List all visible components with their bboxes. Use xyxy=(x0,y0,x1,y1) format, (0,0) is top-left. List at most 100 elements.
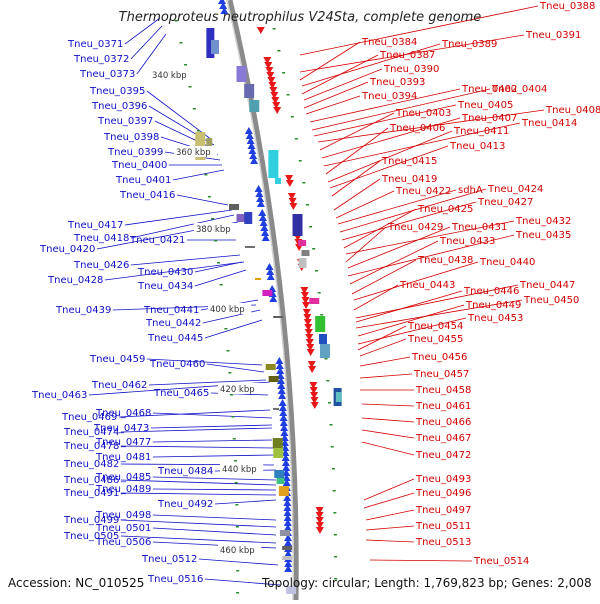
gene-arrow xyxy=(310,402,319,409)
left-gene-label: Tneu_0371 xyxy=(67,39,123,50)
gene-arrow xyxy=(306,349,315,356)
left-gene-label: Tneu_0469 xyxy=(61,412,117,423)
right-gene-label: Tneu_0427 xyxy=(477,197,533,208)
gene-arrow xyxy=(256,200,265,207)
right-leader-line xyxy=(349,240,439,285)
left-leader-line xyxy=(130,214,235,239)
left-leader-line xyxy=(150,424,273,429)
gene-function-box xyxy=(298,240,307,246)
tick-mark xyxy=(277,50,281,52)
left-gene-label: Tneu_0418 xyxy=(73,233,129,244)
gene-function-box xyxy=(274,470,285,478)
right-leader-line xyxy=(299,5,539,56)
scale-label: 340 kbp xyxy=(152,71,187,81)
tick-mark xyxy=(326,380,330,382)
gene-arrow xyxy=(284,565,293,572)
right-gene-label: Tneu_0405 xyxy=(457,100,513,111)
genome-summary-text: Topology: circular; Length: 1,769,823 bp… xyxy=(262,576,592,590)
right-gene-label: Tneu_0443 xyxy=(399,280,455,291)
left-leader-line xyxy=(124,17,161,45)
gene-arrow xyxy=(315,527,324,534)
right-gene-label: Tneu_0388 xyxy=(539,1,595,12)
tick-mark xyxy=(230,394,234,396)
gene-arrow xyxy=(263,57,272,64)
gene-arrow xyxy=(275,362,284,369)
gene-arrow xyxy=(310,392,319,399)
right-gene-label: Tneu_0467 xyxy=(415,433,471,444)
right-gene-label: Tneu_0514 xyxy=(473,556,529,567)
right-gene-label: Tneu_0404 xyxy=(491,84,547,95)
tick-mark xyxy=(234,482,238,484)
scale-label: 380 kbp xyxy=(196,225,231,235)
tick-mark xyxy=(233,460,237,462)
right-gene-label: Tneu_0450 xyxy=(523,295,579,306)
tick-mark xyxy=(315,270,319,272)
gene-arrow xyxy=(287,193,296,200)
right-gene-label: Tneu_0456 xyxy=(411,352,467,363)
right-gene-label: Tneu_0411 xyxy=(453,126,509,137)
tick-mark xyxy=(305,204,309,206)
gene-function-box xyxy=(249,100,260,112)
left-gene-labels: Tneu_0371 Tneu_0372 Tneu_0373 Tneu_0395 Tneu… xyxy=(31,39,213,585)
gene-function-box xyxy=(262,290,273,296)
right-leader-line xyxy=(361,441,415,456)
gene-arrow xyxy=(283,519,292,526)
right-gene-label: Tneu_0466 xyxy=(415,417,471,428)
left-gene-label: Tneu_0482 xyxy=(63,459,119,470)
left-leader-line xyxy=(176,194,229,206)
tick-mark xyxy=(333,534,337,536)
gene-function-box xyxy=(286,586,297,594)
tick-mark xyxy=(330,446,334,448)
right-gene-label: Tneu_0449 xyxy=(465,300,521,311)
tick-mark xyxy=(235,526,239,528)
right-gene-label: Tneu_0422 xyxy=(395,186,451,197)
scale-label-bg xyxy=(218,383,262,394)
scale-label-bg xyxy=(208,303,252,314)
right-gene-label: Tneu_0419 xyxy=(381,174,437,185)
gene-function-box xyxy=(268,150,279,178)
right-leader-line xyxy=(361,429,415,439)
right-gene-label: Tneu_0447 xyxy=(519,280,575,291)
left-gene-label: Tneu_0426 xyxy=(73,260,129,271)
right-leader-line xyxy=(331,160,381,197)
scale-label-bg xyxy=(150,69,194,80)
right-leader-line xyxy=(359,338,407,357)
gene-function-box xyxy=(272,408,279,410)
scale-label-bg xyxy=(218,544,262,555)
tick-mark xyxy=(236,592,240,594)
left-gene-label: Tneu_0373 xyxy=(79,69,135,80)
left-leader-line xyxy=(206,363,265,373)
right-leader-line xyxy=(327,130,453,183)
tick-mark xyxy=(324,358,328,360)
right-leader-line xyxy=(353,261,479,301)
gene-arrow xyxy=(246,137,255,144)
left-leader-line xyxy=(124,209,233,226)
gene-arrow xyxy=(309,387,318,394)
gene-arrow xyxy=(315,507,324,514)
gene-function-box xyxy=(319,344,330,358)
left-leader-line xyxy=(152,439,273,443)
right-gene-label: Tneu_0455 xyxy=(407,334,463,345)
left-leader-line xyxy=(120,519,277,528)
tick-mark xyxy=(331,468,335,470)
gene-arrow xyxy=(282,479,291,486)
left-gene-label: Tneu_0445 xyxy=(147,333,203,344)
left-leader-line xyxy=(152,454,275,458)
left-gene-label: Tneu_0473 xyxy=(93,423,149,434)
right-gene-label: Tneu_0461 xyxy=(415,401,471,412)
left-gene-label: Tneu_0477 xyxy=(95,437,151,448)
gene-function-box xyxy=(211,40,220,54)
gene-arrow xyxy=(305,334,314,341)
gene-arrow xyxy=(258,209,267,216)
gene-arrow xyxy=(256,195,265,202)
tick-mark xyxy=(334,556,338,558)
right-leader-line xyxy=(323,122,521,167)
left-leader-line xyxy=(198,558,279,566)
left-leader-line xyxy=(148,379,267,386)
gene-function-box xyxy=(279,530,290,536)
tick-mark xyxy=(224,328,228,330)
gene-arrow xyxy=(305,339,314,346)
scale-label: 360 kbp xyxy=(176,148,211,158)
gene-arrow xyxy=(279,419,288,426)
